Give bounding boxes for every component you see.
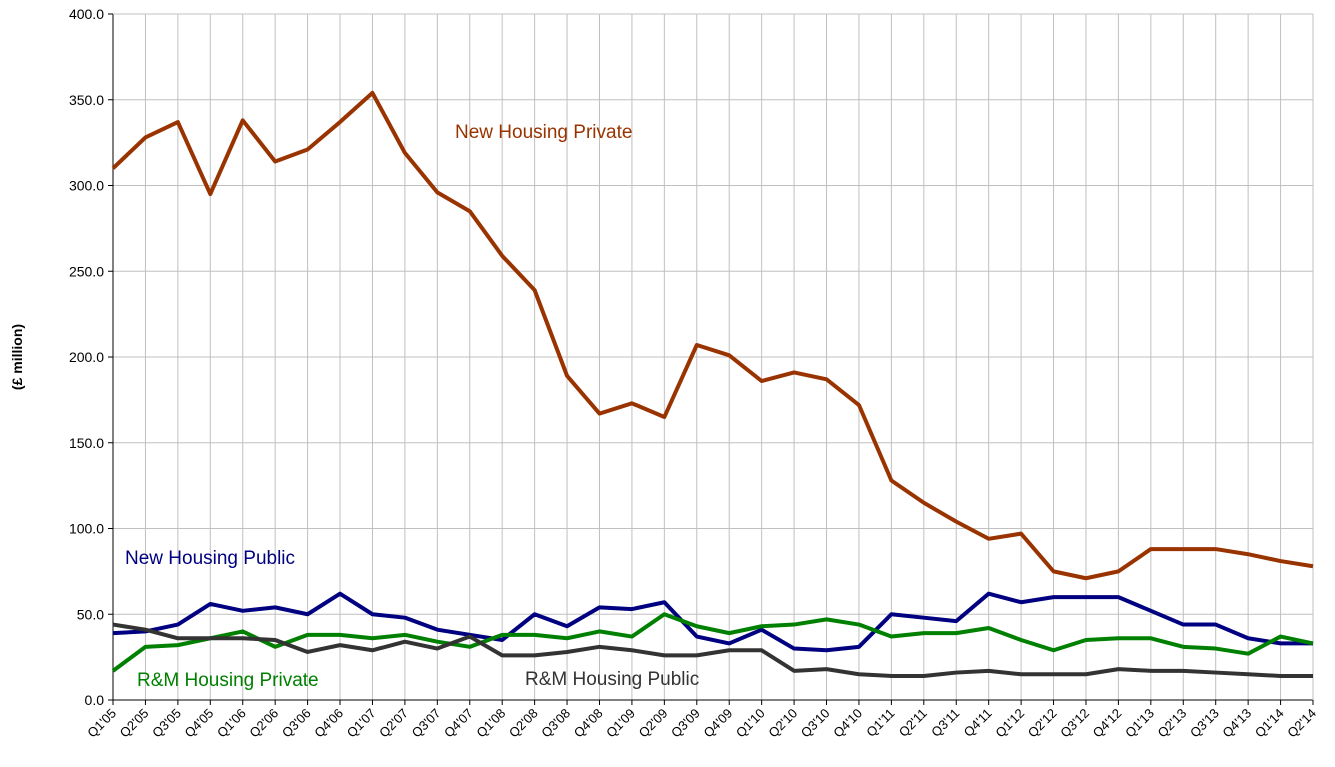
x-tick-label: Q3'10 [798, 706, 833, 741]
y-axis-label: (£ million) [9, 324, 25, 390]
x-tick-label: Q4'10 [830, 706, 865, 741]
x-tick-label: Q4'13 [1219, 706, 1254, 741]
x-tick-label: Q3'11 [928, 706, 962, 740]
x-tick-label: Q1'08 [473, 706, 508, 741]
y-tick-label: 0.0 [85, 692, 105, 708]
x-tick-label: Q1'06 [214, 706, 249, 741]
series-line [111, 90, 1314, 581]
x-tick-label: Q2'13 [1155, 706, 1190, 741]
x-tick-label: Q2'08 [506, 706, 541, 741]
x-tick-label: Q2'12 [1025, 706, 1060, 741]
x-tick-label: Q4'09 [700, 706, 735, 741]
x-tick-label: Q4'07 [441, 706, 476, 741]
x-tick-label: Q1'11 [863, 706, 897, 740]
series-label: New Housing Public [125, 548, 295, 569]
x-tick-label: Q4'06 [311, 706, 346, 741]
x-tick-label: Q2'10 [765, 706, 800, 741]
x-tick-label: Q1'07 [344, 706, 379, 741]
x-tick-label: Q1'09 [603, 706, 638, 741]
x-tick-label: Q2'14 [1284, 706, 1319, 741]
series-line [111, 612, 1314, 673]
x-tick-label: Q3'06 [279, 706, 314, 741]
x-tick-label: Q4'08 [571, 706, 606, 741]
x-tick-label: Q3'09 [668, 706, 703, 741]
x-tick-label: Q3'07 [409, 706, 444, 741]
x-tick-label: Q3'08 [538, 706, 573, 741]
x-tick-label: Q1'14 [1252, 706, 1287, 741]
x-tick-label: Q4'05 [182, 706, 217, 741]
y-tick-label: 50.0 [77, 606, 104, 622]
x-tick-label: Q2'06 [246, 706, 281, 741]
x-tick-label: Q1'13 [1122, 706, 1157, 741]
y-tick-label: 200.0 [69, 349, 104, 365]
series-label: R&M Housing Public [525, 669, 699, 690]
x-tick-label: Q2'11 [896, 706, 930, 740]
y-tick-label: 350.0 [69, 92, 104, 108]
y-tick-label: 150.0 [69, 435, 104, 451]
x-tick-label: Q4'11 [961, 706, 995, 740]
x-tick-label: Q2'09 [636, 706, 671, 741]
x-tick-label: Q2'05 [117, 706, 152, 741]
x-tick-label: Q3'05 [149, 706, 184, 741]
x-tick-label: Q1'10 [733, 706, 768, 741]
x-tick-label: Q1'05 [84, 706, 119, 741]
series-label: R&M Housing Private [137, 670, 319, 691]
series-line [112, 591, 1313, 653]
y-tick-label: 300.0 [69, 178, 104, 194]
y-tick-label: 100.0 [69, 521, 104, 537]
x-tick-label: Q1'12 [992, 706, 1027, 741]
series-line [112, 622, 1313, 678]
x-tick-label: Q3'12 [1057, 706, 1092, 741]
y-tick-label: 400.0 [69, 6, 104, 22]
y-tick-label: 250.0 [69, 263, 104, 279]
series-label: New Housing Private [455, 122, 632, 143]
x-tick-label: Q4'12 [1090, 706, 1125, 741]
x-tick-label: Q3'13 [1187, 706, 1222, 741]
x-tick-label: Q2'07 [376, 706, 411, 741]
